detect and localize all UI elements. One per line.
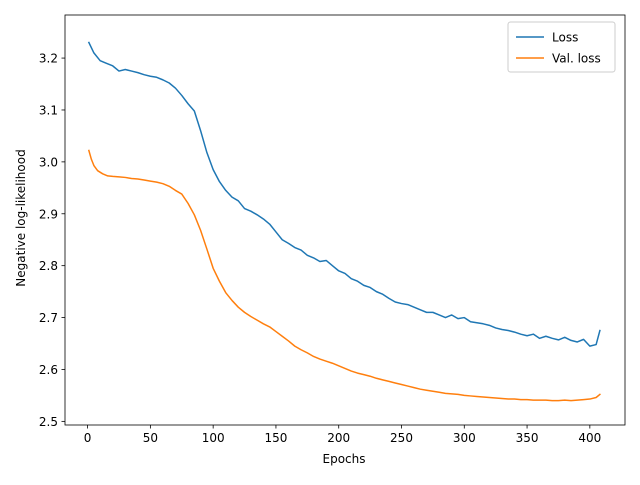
- y-tick-label: 2.9: [39, 207, 58, 221]
- x-tick-label: 0: [84, 431, 92, 445]
- legend-label-loss: Loss: [552, 31, 578, 45]
- y-tick-label: 3.2: [39, 52, 58, 66]
- x-tick-label: 350: [516, 431, 539, 445]
- x-tick-label: 250: [390, 431, 413, 445]
- legend-label-val-loss: Val. loss: [552, 52, 601, 66]
- y-tick-label: 3.0: [39, 155, 58, 169]
- x-tick-label: 100: [202, 431, 225, 445]
- y-tick-label: 3.1: [39, 103, 58, 117]
- y-tick-label: 2.5: [39, 415, 58, 429]
- x-tick-label: 200: [327, 431, 350, 445]
- y-axis-label: Negative log-likelihood: [14, 149, 28, 286]
- x-axis-label: Epochs: [323, 452, 366, 466]
- x-tick-label: 150: [264, 431, 287, 445]
- y-tick-label: 2.6: [39, 363, 58, 377]
- plot-frame: [64, 14, 626, 426]
- y-tick-label: 2.7: [39, 311, 58, 325]
- series-line-val-loss: [87, 149, 601, 402]
- legend-box: [507, 21, 616, 73]
- x-tick-label: 300: [453, 431, 476, 445]
- series-line-loss: [87, 41, 601, 347]
- x-tick-label: 50: [143, 431, 158, 445]
- y-tick-label: 2.8: [39, 259, 58, 273]
- x-tick-label: 400: [578, 431, 601, 445]
